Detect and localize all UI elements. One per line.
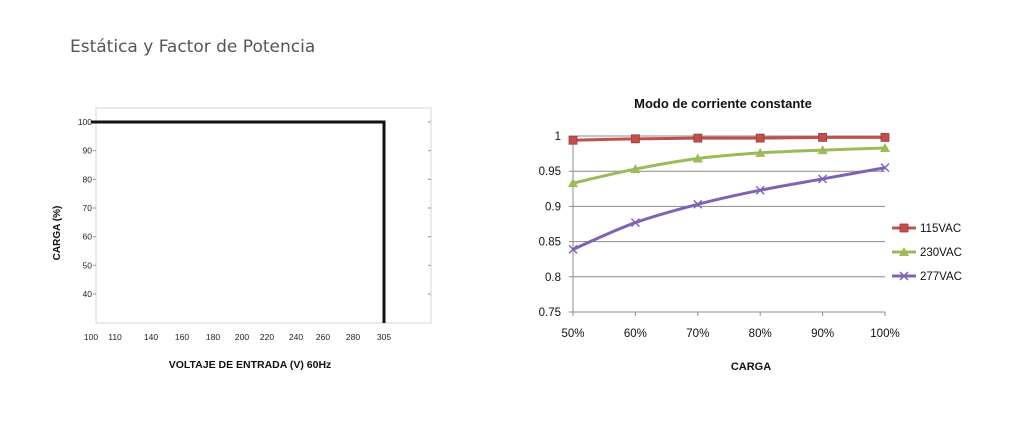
data-point [818,133,827,142]
x-tick-label: 50% [561,328,584,340]
y-tick-label: 1 [555,131,561,143]
y-tick-label: 70 [83,203,93,213]
data-point [630,218,640,228]
y-axis-label: CARGA (%) [52,206,63,261]
y-tick-label: 40 [83,289,93,299]
y-tick-label: 0.75 [539,307,561,319]
x-tick-label: 70% [686,328,709,340]
series-line [572,135,886,142]
y-tick-label: 80 [83,174,93,184]
data-point [693,199,703,209]
x-tick-label: 220 [260,332,274,342]
chart-title: Modo de corriente constante [634,96,812,111]
data-point [693,133,703,143]
x-tick-label: 100 [84,332,98,342]
legend-label: 115VAC [920,223,961,235]
y-tick-label: 0.95 [539,166,561,178]
data-point [880,133,890,142]
data-point [880,142,890,152]
data-point [692,153,703,163]
x-tick-label: 110 [108,332,122,342]
x-axis-label: CARGA [731,361,771,373]
x-tick-label: 260 [316,332,330,342]
data-point [755,185,765,195]
data-point [630,164,641,174]
data-point [818,174,828,184]
y-tick-label: 0.8 [545,272,561,284]
page-title: Estática y Factor de Potencia [70,37,316,57]
x-tick-label: 160 [175,332,189,342]
data-point [880,163,890,173]
data-point [755,147,766,157]
x-tick-label: 140 [144,332,158,342]
data-point [899,223,909,233]
series-line [91,120,386,323]
y-tick-label: 100 [78,117,92,127]
legend-label: 277VAC [920,271,962,283]
data-point [899,247,909,256]
y-tick-label: 0.85 [539,237,561,249]
data-point [755,133,765,143]
y-tick-label: 60 [83,232,93,242]
x-tick-label: 80% [749,328,772,340]
y-tick-label: 50 [83,260,93,270]
plot-frame [95,107,432,324]
x-tick-label: 90% [811,328,834,340]
data-point [568,178,578,188]
x-tick-label: 305 [377,332,391,342]
series-line [572,166,886,251]
y-tick-label: 90 [83,146,93,156]
data-point [817,145,828,155]
data-point [568,244,578,254]
series-line [572,146,886,185]
x-tick-label: 200 [235,332,249,342]
x-tick-label: 280 [346,332,360,342]
data-point [899,271,909,281]
x-tick-label: 100% [870,328,899,340]
x-axis-label: VOLTAJE DE ENTRADA (V) 60Hz [169,359,332,371]
x-tick-label: 240 [289,332,303,342]
legend-label: 230VAC [920,247,962,259]
data-point [631,134,640,144]
x-tick-label: 60% [624,328,647,340]
data-point [568,135,578,145]
y-tick-label: 0.9 [545,201,561,213]
x-tick-label: 180 [206,332,220,342]
